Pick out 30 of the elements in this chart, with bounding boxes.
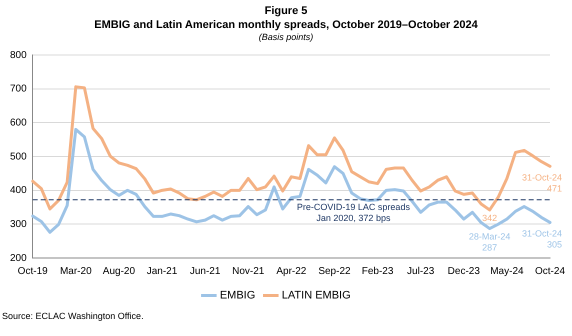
y-tick-label: 400 xyxy=(10,185,28,196)
x-tick-label: Nov-21 xyxy=(232,266,265,277)
y-tick-label: 500 xyxy=(10,151,28,162)
data-label: 31-Oct-24 471 xyxy=(522,172,562,194)
y-tick-label: 600 xyxy=(10,117,28,128)
data-label: 28-Mar-24 287 xyxy=(468,232,510,253)
x-tick-label: Mar-20 xyxy=(60,266,92,277)
data-label: 342 xyxy=(482,212,498,223)
legend-label: EMBIG xyxy=(220,290,256,302)
x-tick-label: Apr-22 xyxy=(276,266,307,277)
data-label: 31-Oct-24 305 xyxy=(522,228,562,250)
x-tick-label: Jan-21 xyxy=(146,266,178,277)
x-tick-label: Jun-21 xyxy=(190,266,221,277)
y-tick-label: 700 xyxy=(10,84,28,95)
x-tick-label: Sep-22 xyxy=(318,266,352,277)
source-note: Source: ECLAC Washington Office. xyxy=(2,311,145,322)
y-tick-label: 800 xyxy=(10,50,28,61)
chart-title: Figure 5 EMBIG and Latin American monthly spreads, October 2019–October 2024 xyxy=(93,4,479,32)
ref-line-label: Pre-COVID-19 LAC spreads Jan 2020, 372 bps xyxy=(296,202,410,223)
legend-label: LATIN EMBIG xyxy=(282,290,351,302)
y-tick-label: 200 xyxy=(10,252,28,264)
x-tick-label: May-24 xyxy=(490,266,524,277)
x-tick-label: Jul-23 xyxy=(407,266,435,277)
x-tick-label: Dec-23 xyxy=(448,266,480,277)
y-tick-label: 300 xyxy=(10,218,28,230)
x-tick-label: Feb-23 xyxy=(362,266,394,277)
x-tick-label: Oct-24 xyxy=(534,266,566,277)
x-tick-label: Oct-19 xyxy=(18,266,48,277)
x-tick-label: Aug-20 xyxy=(102,266,136,277)
chart-subtitle: (Basis points) xyxy=(258,32,314,43)
